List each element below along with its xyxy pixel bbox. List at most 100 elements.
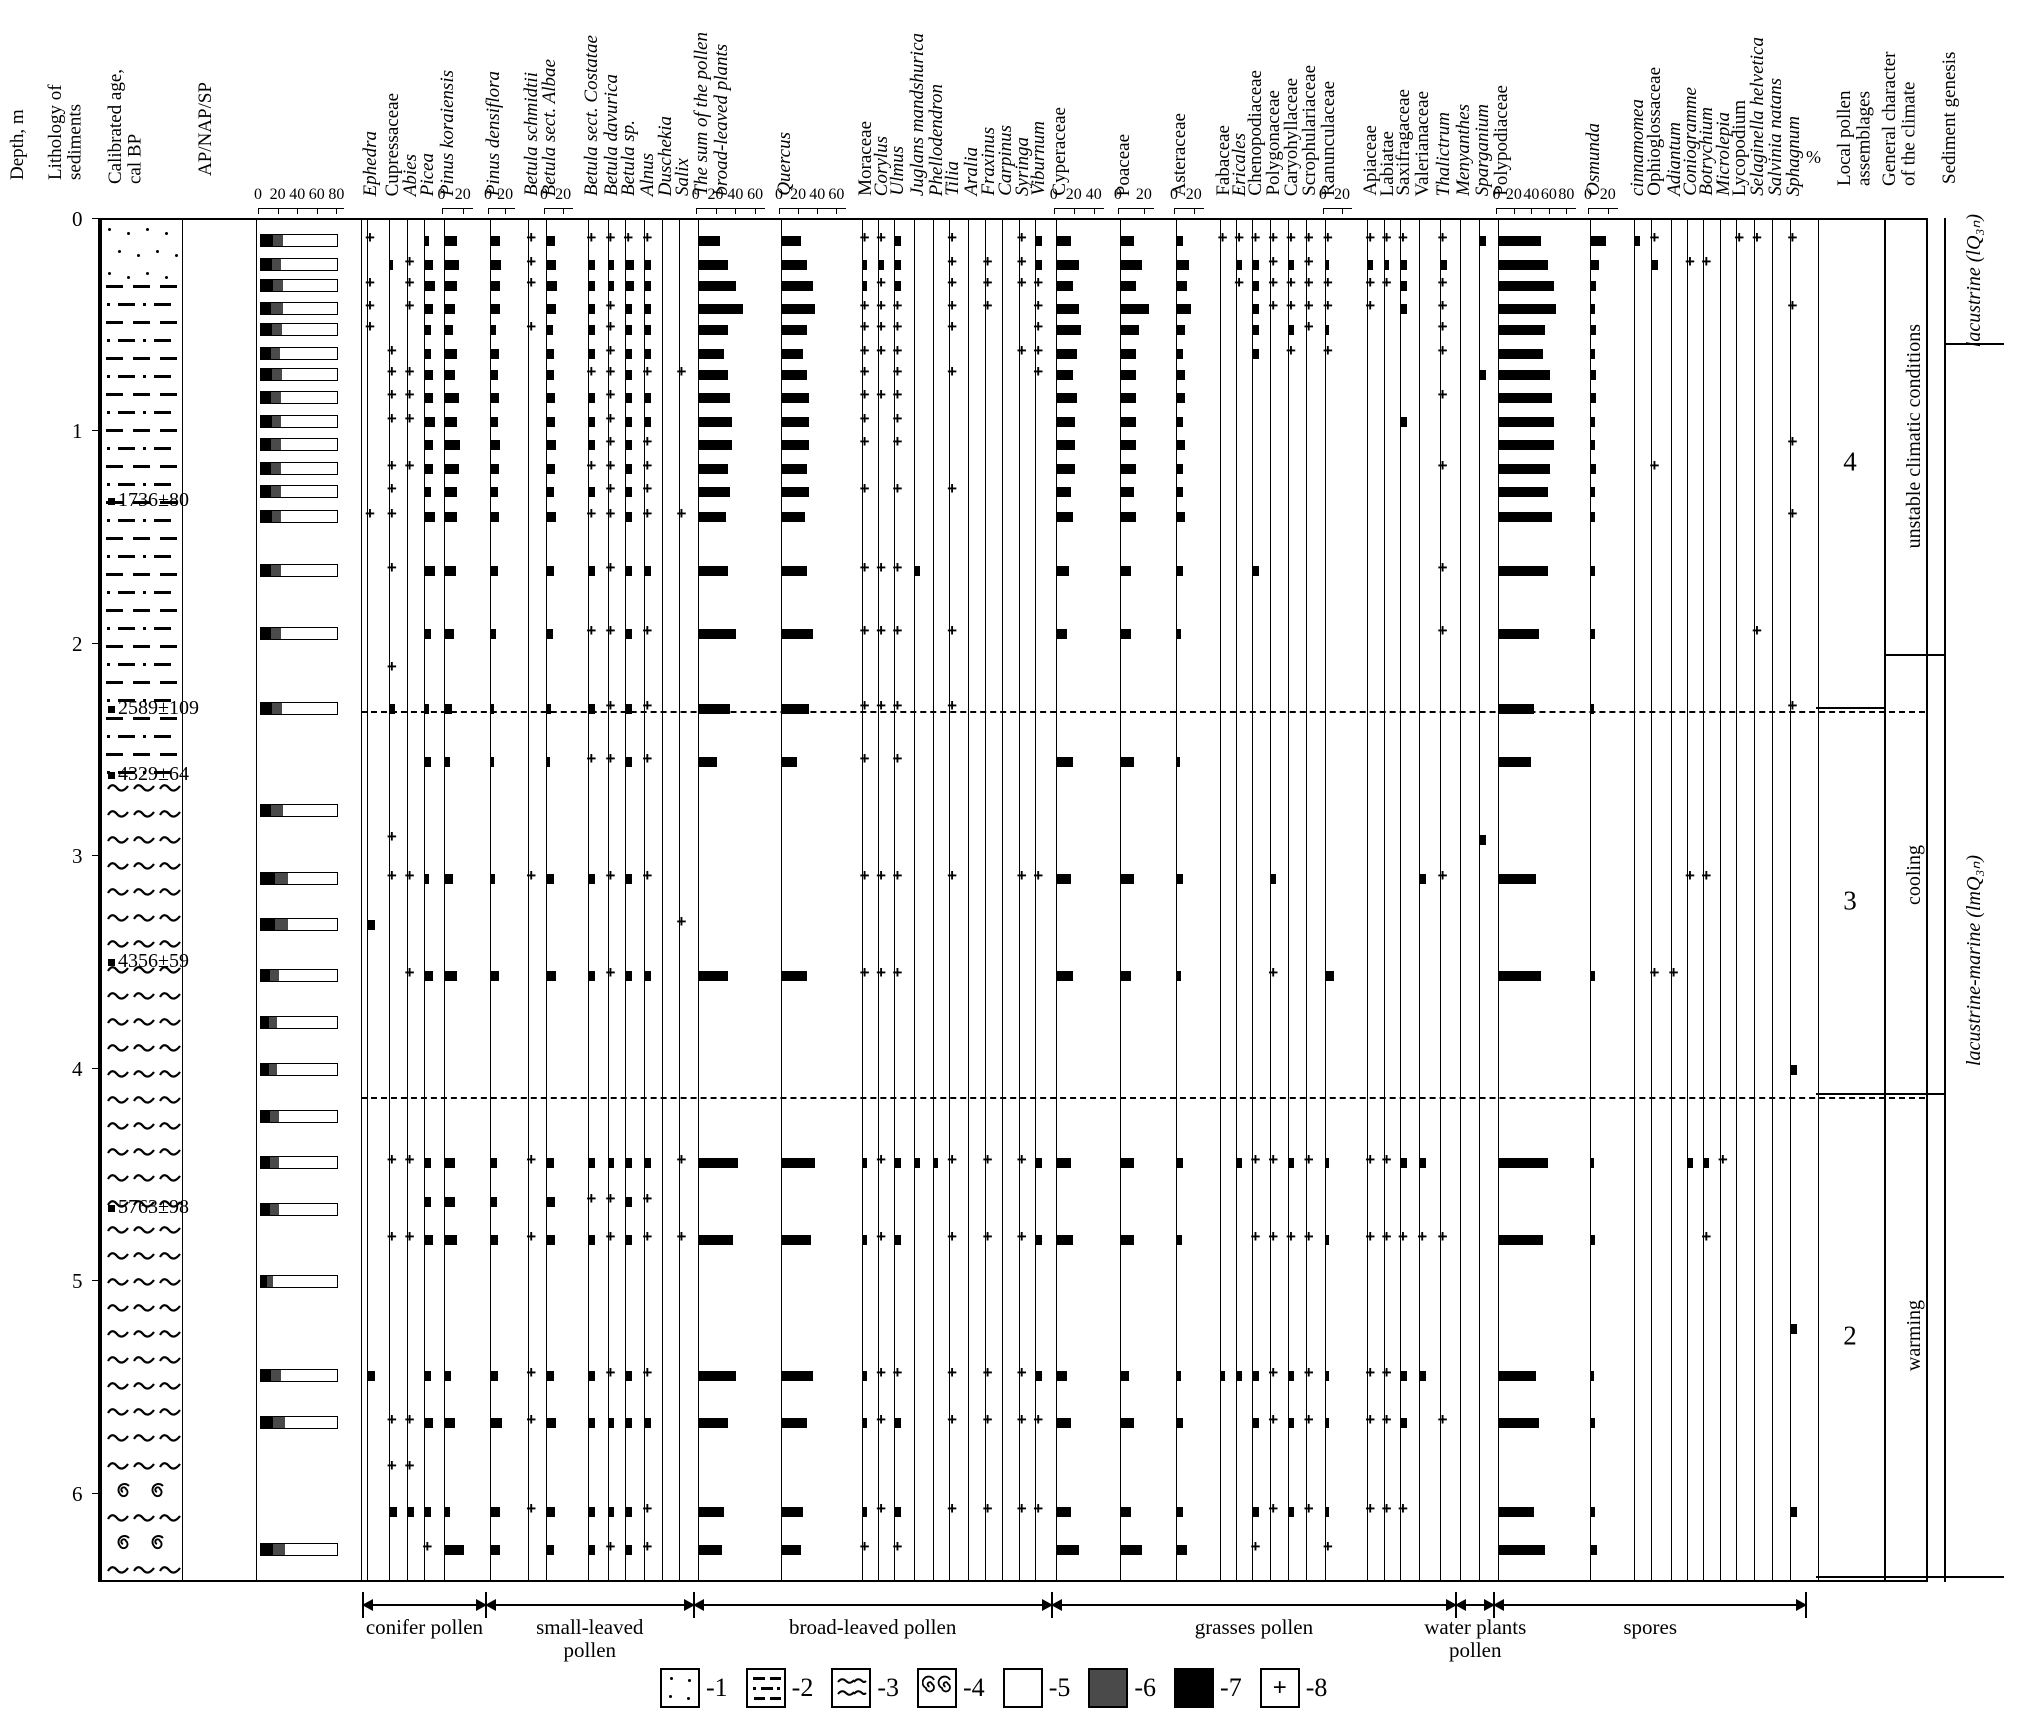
taxon-trace-plus: + xyxy=(365,272,375,292)
taxon-bar xyxy=(547,440,556,451)
taxon-trace-plus: + xyxy=(876,228,886,248)
taxon-bar xyxy=(1056,463,1075,474)
taxon-trace-plus: + xyxy=(892,1362,903,1382)
taxon-bar xyxy=(698,756,717,767)
ap-segment xyxy=(261,235,273,247)
taxon-bar xyxy=(425,370,433,381)
genesis-column-divider xyxy=(1944,218,1946,1582)
scale-group-label: spores xyxy=(1623,1615,1678,1639)
nap-segment xyxy=(270,564,281,576)
taxon-bar xyxy=(1176,370,1185,381)
taxon-trace-plus: + xyxy=(365,228,375,248)
taxon-bar xyxy=(547,971,556,982)
taxon-bar xyxy=(782,304,815,315)
taxon-bar xyxy=(547,512,556,523)
taxon-bar xyxy=(547,1370,554,1381)
ap-segment xyxy=(261,511,272,523)
taxon-bar xyxy=(1120,873,1134,884)
taxon-baseline xyxy=(1687,220,1689,1580)
taxon-trace-plus: + xyxy=(642,865,653,885)
taxon-axis-tick xyxy=(544,208,545,214)
apnapsp-bar xyxy=(260,278,339,292)
taxon-baseline xyxy=(607,220,609,1580)
taxon-bar xyxy=(782,756,798,767)
taxon-trace-plus: + xyxy=(605,1226,616,1246)
apnapsp-bar xyxy=(260,1368,339,1382)
taxon-trace-plus: + xyxy=(947,272,958,292)
taxon-trace-plus: + xyxy=(605,432,616,452)
taxon-bar xyxy=(1120,1158,1134,1169)
taxon-axis-tick xyxy=(715,208,717,214)
taxon-bar xyxy=(879,259,884,270)
taxon-bar xyxy=(1325,1234,1329,1245)
taxon-trace-plus: + xyxy=(892,621,903,641)
taxon-bar xyxy=(490,1417,503,1428)
taxon-trace-plus: + xyxy=(386,1456,397,1476)
taxon-bar xyxy=(1590,280,1596,291)
taxon-baseline xyxy=(1175,220,1177,1580)
taxon-baseline xyxy=(1383,220,1385,1580)
scale-group-arrow-right xyxy=(683,1599,695,1611)
taxon-axis-tick-label: 0 xyxy=(437,186,446,203)
nap-segment xyxy=(270,439,281,451)
taxon-axis-line xyxy=(441,208,473,209)
taxon-bar xyxy=(1176,873,1183,884)
taxon-bar xyxy=(1590,1370,1594,1381)
taxon-axis-tick xyxy=(735,208,737,214)
taxon-trace-plus: + xyxy=(586,362,597,382)
depth-tick xyxy=(92,642,101,644)
lithology-unit-wavy-clay xyxy=(102,777,182,1457)
taxon-trace-plus: + xyxy=(586,621,597,641)
taxon-bar xyxy=(698,325,729,336)
taxon-trace-plus: + xyxy=(1787,228,1798,248)
apnapsp-bar xyxy=(260,234,339,248)
taxon-axis-tick-label: 20 xyxy=(454,186,471,203)
taxon-bar xyxy=(444,1370,451,1381)
taxon-trace-plus: + xyxy=(892,385,903,405)
taxon-bar xyxy=(626,304,632,315)
ap-segment xyxy=(261,279,273,291)
taxon-trace-plus: + xyxy=(676,912,687,932)
taxon-trace-plus: + xyxy=(1322,1537,1333,1556)
nap-segment xyxy=(269,970,279,982)
taxon-bar xyxy=(1289,1158,1295,1169)
taxon-trace-plus: + xyxy=(586,504,597,524)
climate-cell: unstable climatic conditions xyxy=(1884,218,1944,656)
taxon-axis-tick-label: 40 xyxy=(1085,186,1102,203)
legend-item-sand-dots: -1 xyxy=(660,1668,746,1708)
taxon-bar xyxy=(895,1158,902,1169)
taxon-baseline xyxy=(1633,220,1635,1580)
taxon-axis-tick xyxy=(1117,208,1119,214)
taxon-bar xyxy=(1420,1158,1427,1169)
column-divider-age xyxy=(256,220,257,1580)
taxon-trace-plus: + xyxy=(623,228,634,248)
taxon-bar xyxy=(1271,873,1277,884)
taxon-trace-plus: + xyxy=(586,748,597,768)
taxon-axis-tick-label: 0 xyxy=(1049,186,1058,203)
taxon-trace-plus: + xyxy=(605,1188,616,1208)
apnapsp-bar xyxy=(260,1415,339,1429)
taxon-bar xyxy=(589,304,595,315)
scale-group-arrow-right xyxy=(1795,1599,1807,1611)
taxon-bar xyxy=(1120,486,1134,497)
taxon-trace-plus: + xyxy=(605,748,616,768)
legend-item-plus-box: + -8 xyxy=(1259,1668,1346,1708)
taxon-trace-plus: + xyxy=(982,1150,993,1170)
taxon-bar xyxy=(1237,1370,1242,1381)
taxon-trace-plus: + xyxy=(526,1498,537,1518)
taxon-bar xyxy=(589,703,595,714)
taxon-bar xyxy=(1120,416,1137,427)
taxon-trace-plus: + xyxy=(859,317,870,337)
taxon-axis-tick xyxy=(1566,208,1568,214)
pollen-zone-boundary xyxy=(361,710,1925,713)
pollen-zone-label: 2 xyxy=(1843,1320,1857,1351)
taxon-trace-plus: + xyxy=(859,340,870,360)
taxon-trace-plus: + xyxy=(876,385,886,405)
taxon-trace-plus: + xyxy=(1303,317,1314,337)
nap-segment xyxy=(271,511,281,523)
taxon-bar xyxy=(1790,1324,1797,1335)
pollen-zone-cell: 3 xyxy=(1816,709,1884,1096)
taxon-bar xyxy=(1176,393,1185,404)
taxon-trace-plus: + xyxy=(605,296,616,316)
taxon-bar xyxy=(1499,1417,1539,1428)
